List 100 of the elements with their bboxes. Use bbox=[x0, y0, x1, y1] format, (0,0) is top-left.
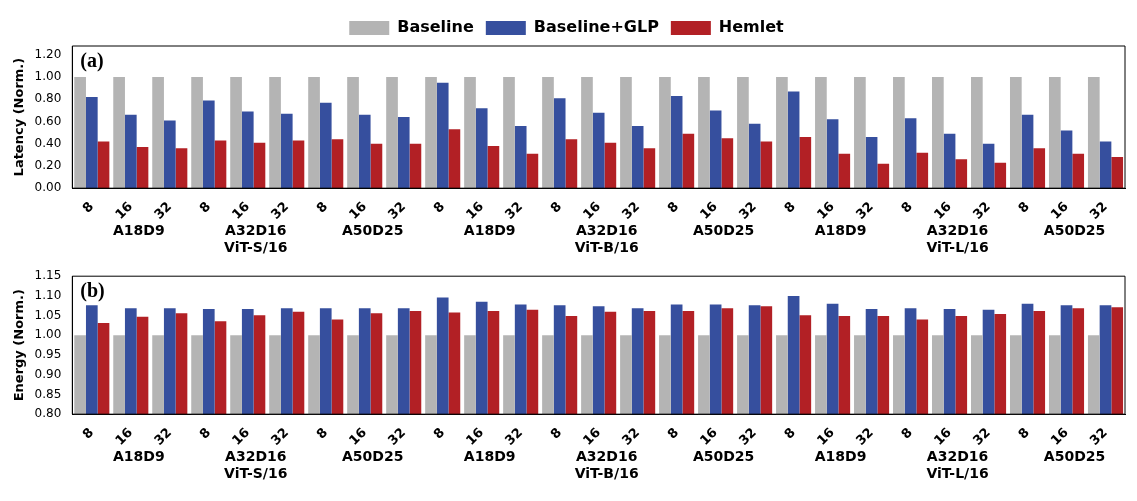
x-tick-label: 32 bbox=[501, 198, 526, 222]
bar bbox=[893, 77, 905, 189]
bar bbox=[682, 133, 695, 189]
text: ViT-B/16 bbox=[574, 464, 639, 481]
bar bbox=[971, 77, 983, 189]
bar bbox=[748, 123, 761, 189]
text: A32D16 bbox=[225, 447, 287, 464]
text: A32D16 bbox=[926, 221, 989, 238]
x-tick-label: 16 bbox=[1047, 424, 1072, 448]
y-tick-label: 0.00 bbox=[34, 180, 62, 195]
bar bbox=[526, 153, 539, 189]
bar bbox=[124, 114, 137, 189]
x-tick-label: 32 bbox=[735, 198, 760, 222]
text: A32D16 bbox=[575, 221, 638, 238]
x-tick-label: 16 bbox=[696, 424, 721, 448]
x-tick-label: 16 bbox=[462, 198, 487, 222]
text: A18D9 bbox=[112, 447, 165, 464]
bar bbox=[955, 159, 968, 189]
bar bbox=[436, 82, 449, 189]
bar bbox=[787, 91, 800, 189]
text: A32D16 bbox=[225, 221, 287, 238]
text: A50D25 bbox=[1043, 221, 1106, 238]
x-tick-label: 32 bbox=[735, 424, 760, 448]
x-tick-label: 16 bbox=[462, 424, 487, 448]
x-tick-label: 8 bbox=[547, 198, 565, 216]
bar bbox=[994, 162, 1007, 189]
text: A32D16 bbox=[926, 447, 989, 464]
x-tick-label: 8 bbox=[196, 198, 214, 216]
y-tick-label: 1.00 bbox=[34, 327, 62, 342]
bar bbox=[581, 77, 593, 189]
legend-label: Baseline+GLP bbox=[533, 17, 660, 37]
x-tick-label: 32 bbox=[969, 198, 994, 222]
bar bbox=[620, 77, 632, 189]
x-tick-label: 8 bbox=[664, 424, 682, 442]
y-axis-title: Energy (Norm.) bbox=[11, 289, 27, 402]
x-tick-label: 32 bbox=[852, 198, 877, 222]
x-tick-label: 8 bbox=[547, 424, 565, 442]
x-tick-label: 32 bbox=[969, 424, 994, 448]
x-tick-label: 8 bbox=[79, 198, 97, 216]
x-tick-label: 8 bbox=[898, 424, 916, 442]
bar bbox=[409, 143, 422, 189]
bar bbox=[565, 139, 578, 189]
x-tick-label: 32 bbox=[501, 424, 526, 448]
x-tick-label: 8 bbox=[781, 424, 799, 442]
text: A18D9 bbox=[112, 221, 165, 238]
bar bbox=[826, 119, 839, 189]
text: ViT-L/16 bbox=[926, 464, 989, 481]
x-tick-label: 16 bbox=[579, 424, 604, 448]
y-tick-label: 1.15 bbox=[34, 268, 62, 283]
bar bbox=[386, 77, 398, 189]
bar bbox=[358, 114, 371, 189]
y-tick-label: 1.05 bbox=[34, 307, 62, 322]
x-tick-label: 16 bbox=[813, 424, 838, 448]
annotation: (b) bbox=[80, 279, 105, 303]
bar bbox=[475, 108, 488, 189]
bar bbox=[776, 77, 788, 189]
y-tick-label: 0.40 bbox=[34, 135, 62, 150]
x-tick-label: 16 bbox=[579, 198, 604, 222]
bar bbox=[230, 77, 242, 189]
bar bbox=[854, 77, 866, 189]
bar bbox=[464, 77, 476, 189]
text: A18D9 bbox=[463, 221, 516, 238]
bar bbox=[604, 142, 617, 189]
bar bbox=[1009, 77, 1022, 189]
bar bbox=[815, 77, 827, 189]
legend-label: Baseline bbox=[397, 17, 474, 37]
bar bbox=[175, 148, 188, 189]
bar bbox=[487, 145, 500, 189]
bar bbox=[553, 98, 566, 189]
bar bbox=[943, 133, 956, 189]
bar bbox=[799, 137, 812, 189]
bar bbox=[136, 147, 149, 189]
x-tick-label: 8 bbox=[196, 424, 214, 442]
text: A50D25 bbox=[342, 221, 404, 238]
bar bbox=[1111, 157, 1124, 189]
y-tick-label: 0.95 bbox=[34, 347, 62, 362]
bar bbox=[370, 143, 383, 189]
bar bbox=[1048, 77, 1061, 189]
bar bbox=[916, 152, 929, 189]
text: A50D25 bbox=[1043, 447, 1106, 464]
bar bbox=[592, 112, 605, 189]
x-tick-label: 32 bbox=[618, 198, 643, 222]
y-tick-label: 1.20 bbox=[34, 47, 62, 62]
x-tick-label: 8 bbox=[430, 424, 448, 442]
bar bbox=[659, 77, 671, 189]
bar bbox=[74, 77, 86, 189]
y-tick-label: 0.20 bbox=[34, 158, 62, 173]
bar bbox=[1099, 141, 1112, 189]
x-tick-label: 16 bbox=[345, 198, 370, 222]
x-tick-label: 8 bbox=[781, 198, 799, 216]
x-tick-label: 16 bbox=[930, 198, 955, 222]
bar bbox=[670, 95, 683, 189]
bar bbox=[425, 77, 437, 189]
y-tick-label: 1.10 bbox=[34, 288, 62, 303]
legend-label: Hemlet bbox=[718, 17, 785, 37]
bar bbox=[877, 163, 890, 189]
text: ViT-L/16 bbox=[926, 238, 989, 255]
text: ViT-S/16 bbox=[224, 238, 288, 255]
text: ViT-B/16 bbox=[574, 238, 639, 255]
x-tick-label: 32 bbox=[852, 424, 877, 448]
